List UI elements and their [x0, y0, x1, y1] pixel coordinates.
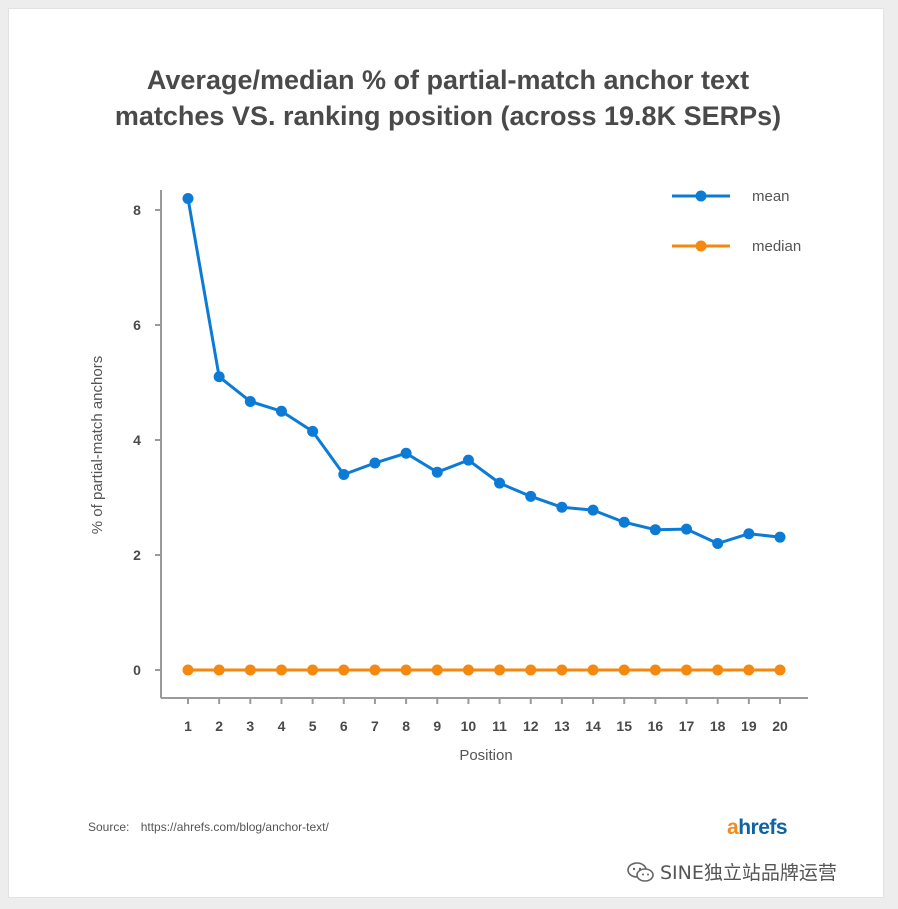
- x-tick-label: 5: [309, 718, 317, 734]
- median-point: [618, 664, 630, 676]
- source-url[interactable]: https://ahrefs.com/blog/anchor-text/: [140, 820, 329, 834]
- x-tick-label: 9: [433, 718, 441, 734]
- legend-mean-label: mean: [752, 188, 790, 205]
- mean-point: [338, 469, 350, 480]
- x-axis: 1 2 3 4 5 6 7 8 9 10 11 12 13 14 15 16 17 18 19 20: [161, 697, 808, 734]
- x-tick-label: 12: [523, 718, 539, 734]
- median-point: [494, 664, 506, 676]
- median-point: [774, 664, 786, 676]
- mean-point: [774, 531, 786, 543]
- chart-title-line-1: Average/median % of partial-match anchor…: [146, 65, 750, 95]
- mean-point: [307, 425, 319, 437]
- logo-a: a: [727, 816, 739, 839]
- mean-point: [462, 454, 474, 466]
- median-point: [743, 664, 755, 676]
- ahrefs-logo: ahrefs: [727, 816, 788, 840]
- source-label: Source:: [88, 820, 130, 834]
- mean-point: [369, 457, 381, 469]
- watermark-text: SINE独立站品牌运营: [660, 862, 837, 884]
- y-tick-label: 4: [133, 432, 141, 448]
- y-tick-label: 6: [133, 317, 141, 333]
- chart-title-line-2: matches VS. ranking position (across 19.…: [114, 101, 782, 131]
- median-point: [338, 664, 350, 676]
- x-tick-label: 10: [461, 718, 477, 734]
- x-tick-label: 4: [278, 718, 286, 734]
- mean-point: [712, 538, 724, 549]
- mean-point: [649, 524, 661, 536]
- legend-median-marker: [695, 240, 707, 252]
- x-tick-label: 6: [340, 718, 348, 734]
- mean-point: [275, 405, 287, 417]
- x-tick-label: 7: [371, 718, 379, 734]
- mean-point: [556, 501, 568, 513]
- median-point: [275, 664, 287, 676]
- median-point: [712, 664, 724, 676]
- y-tick-label: 0: [133, 662, 141, 678]
- median-point: [681, 664, 693, 676]
- median-point: [244, 664, 256, 676]
- legend-median-label: median: [752, 238, 801, 255]
- x-tick-label: 1: [184, 718, 192, 734]
- legend-mean-marker: [695, 190, 707, 202]
- x-tick-label: 3: [246, 718, 254, 734]
- mean-point: [400, 447, 412, 459]
- median-point: [649, 664, 661, 676]
- mean-series-line: [186, 198, 781, 545]
- mean-point: [244, 395, 256, 407]
- median-point: [307, 664, 319, 676]
- wechat-icon: [627, 862, 654, 882]
- x-tick-label: 16: [648, 718, 664, 734]
- median-point: [431, 664, 443, 676]
- median-point: [369, 664, 381, 676]
- x-tick-label: 18: [710, 718, 726, 734]
- chart-card: [8, 8, 884, 898]
- mean-point: [525, 490, 537, 502]
- median-point: [525, 664, 537, 676]
- x-tick-label: 15: [616, 718, 632, 734]
- x-tick-label: 8: [402, 718, 410, 734]
- median-point: [587, 664, 599, 676]
- source-note: Source: https://ahrefs.com/blog/anchor-t…: [88, 820, 329, 834]
- mean-point: [681, 523, 693, 535]
- x-tick-label: 20: [772, 718, 788, 734]
- x-tick-label: 17: [679, 718, 695, 734]
- watermark: SINE独立站品牌运营: [626, 858, 837, 885]
- y-axis-label: % of partial-match anchors: [89, 356, 106, 534]
- mean-point: [587, 504, 599, 516]
- x-tick-label: 11: [492, 718, 507, 734]
- legend: mean median: [672, 188, 801, 255]
- x-tick-label: 13: [554, 718, 570, 734]
- chart-title: Average/median % of partial-match anchor…: [40, 62, 856, 134]
- mean-point: [182, 193, 194, 204]
- mean-point: [743, 528, 755, 540]
- median-point: [462, 664, 474, 676]
- y-tick-label: 8: [133, 202, 141, 218]
- x-axis-label: Position: [459, 747, 512, 764]
- x-tick-label: 2: [215, 718, 223, 734]
- series-group: [182, 193, 786, 676]
- median-point: [182, 664, 194, 676]
- x-tick-label: 14: [585, 718, 601, 734]
- y-tick-label: 2: [133, 547, 141, 563]
- median-point: [556, 664, 568, 676]
- y-axis: 0 2 4 6 8: [133, 190, 162, 698]
- logo-rest: hrefs: [738, 816, 788, 839]
- median-point: [400, 664, 412, 676]
- mean-point: [618, 516, 630, 528]
- x-tick-label: 19: [741, 718, 757, 734]
- mean-point: [431, 466, 443, 478]
- mean-point: [494, 477, 506, 489]
- mean-point: [213, 371, 225, 383]
- median-point: [213, 664, 225, 676]
